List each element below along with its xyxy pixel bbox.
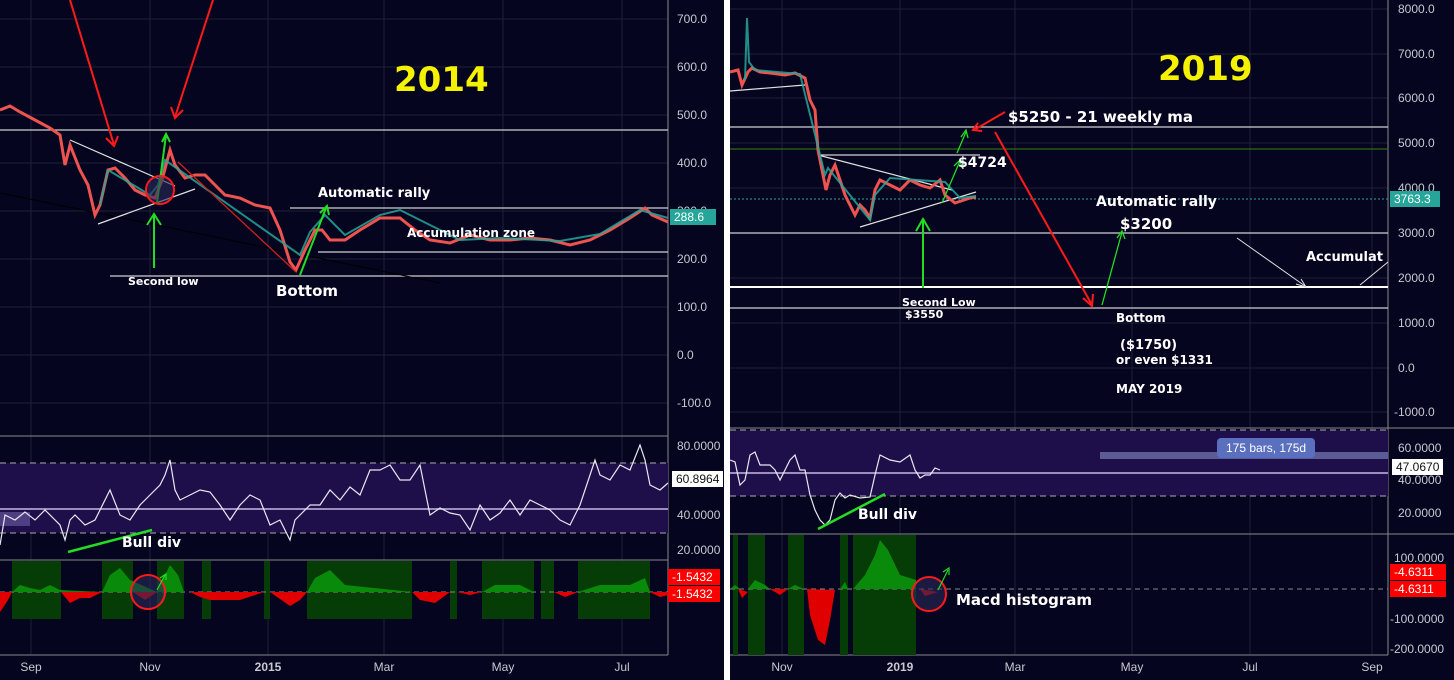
chart-canvas-2019[interactable] bbox=[730, 0, 1454, 680]
price-tick: 3000.0 bbox=[1398, 226, 1435, 240]
macd-signal-tag: -4.6311 bbox=[1390, 581, 1446, 597]
annotation-accumulation: Accumulat bbox=[1306, 250, 1383, 265]
macd-signal-tag: -1.5432 bbox=[668, 586, 720, 602]
time-tick: Sep bbox=[20, 660, 42, 674]
annotation-accumulation-zone: Accumulation zone bbox=[407, 226, 536, 240]
annotation-level-4724: $4724 bbox=[958, 155, 1007, 171]
chart-canvas-2014[interactable] bbox=[0, 0, 724, 680]
price-tick: 8000.0 bbox=[1398, 2, 1435, 16]
chart-panel-2019[interactable]: 2019 $5250 - 21 weekly ma $4724 Automati… bbox=[730, 0, 1454, 680]
annotation-bull-div: Bull div bbox=[858, 507, 918, 523]
annotation-macd-histogram: Macd histogram bbox=[956, 591, 1093, 609]
annotation-bull-div: Bull div bbox=[122, 535, 182, 551]
price-tick: 200.0 bbox=[677, 252, 708, 266]
price-tick: 600.0 bbox=[677, 60, 708, 74]
measure-tooltip: 175 bars, 175d bbox=[1217, 438, 1316, 458]
rsi-value-tag: 47.0670 bbox=[1392, 459, 1444, 475]
price-tick: 1000.0 bbox=[1398, 316, 1435, 330]
price-tick: 6000.0 bbox=[1398, 91, 1435, 105]
time-tick: Nov bbox=[771, 660, 793, 674]
rsi-tick: 20.0000 bbox=[1398, 506, 1442, 520]
macd-tick: 100.0000 bbox=[1394, 551, 1445, 565]
rsi-tick: 20.0000 bbox=[677, 543, 721, 557]
rsi-value-tag: 60.8964 bbox=[672, 471, 724, 487]
time-tick: Mar bbox=[1004, 660, 1026, 674]
annotation-automatic-rally: Automatic rally bbox=[1096, 194, 1217, 210]
price-tick: 0.0 bbox=[677, 348, 694, 362]
rsi-tick: 80.0000 bbox=[677, 439, 721, 453]
chart-panel-2014[interactable]: 2014 Second low Bottom Automatic rally A… bbox=[0, 0, 724, 680]
price-tick: 500.0 bbox=[677, 108, 708, 122]
macd-value-tag: -4.6311 bbox=[1390, 564, 1446, 580]
time-tick: Nov bbox=[139, 660, 161, 674]
annotation-ma-target: $5250 - 21 weekly ma bbox=[1008, 108, 1194, 126]
rsi-tick: 40.0000 bbox=[1398, 473, 1442, 487]
annotation-level-3200: $3200 bbox=[1120, 215, 1173, 233]
time-tick: Mar bbox=[373, 660, 395, 674]
time-tick: May bbox=[491, 660, 515, 674]
annotation-date: MAY 2019 bbox=[1116, 382, 1183, 396]
annotation-bottom: Bottom bbox=[1116, 311, 1166, 325]
price-tick: 5000.0 bbox=[1398, 136, 1435, 150]
annotation-or-even: or even $1331 bbox=[1116, 353, 1213, 367]
annotation-second-low: Second low bbox=[128, 275, 199, 288]
time-tick: Sep bbox=[1361, 660, 1383, 674]
price-tick: 0.0 bbox=[1398, 361, 1415, 375]
rsi-tick: 60.0000 bbox=[1398, 441, 1442, 455]
annotation-second-low-price: $3550 bbox=[905, 308, 944, 321]
annotation-bottom: Bottom bbox=[276, 282, 339, 300]
time-tick: Jul bbox=[614, 660, 630, 674]
macd-value-tag: -1.5432 bbox=[668, 569, 720, 585]
price-tick: 7000.0 bbox=[1398, 47, 1435, 61]
time-tick: May bbox=[1120, 660, 1144, 674]
time-tick: Jul bbox=[1242, 660, 1258, 674]
price-tick: -100.0 bbox=[677, 396, 712, 410]
price-tick: 2000.0 bbox=[1398, 271, 1435, 285]
last-price-tag: 3763.3 bbox=[1390, 191, 1440, 207]
time-tick: 2019 bbox=[886, 660, 914, 674]
price-tick: 700.0 bbox=[677, 12, 708, 26]
annotation-bottom-price: ($1750) bbox=[1120, 338, 1178, 353]
annotation-second-low: Second Low bbox=[902, 296, 976, 309]
price-tick: -1000.0 bbox=[1394, 405, 1435, 419]
annotation-automatic-rally: Automatic rally bbox=[318, 186, 431, 201]
macd-tick: -200.0000 bbox=[1390, 642, 1445, 656]
time-tick: 2015 bbox=[254, 660, 282, 674]
rsi-tick: 40.0000 bbox=[677, 508, 721, 522]
last-price-tag: 288.6 bbox=[670, 209, 716, 225]
chart-title-2014: 2014 bbox=[394, 60, 489, 100]
chart-title-2019: 2019 bbox=[1158, 49, 1253, 89]
price-tick: 100.0 bbox=[677, 300, 708, 314]
macd-tick: -100.0000 bbox=[1390, 612, 1445, 626]
price-tick: 400.0 bbox=[677, 156, 708, 170]
